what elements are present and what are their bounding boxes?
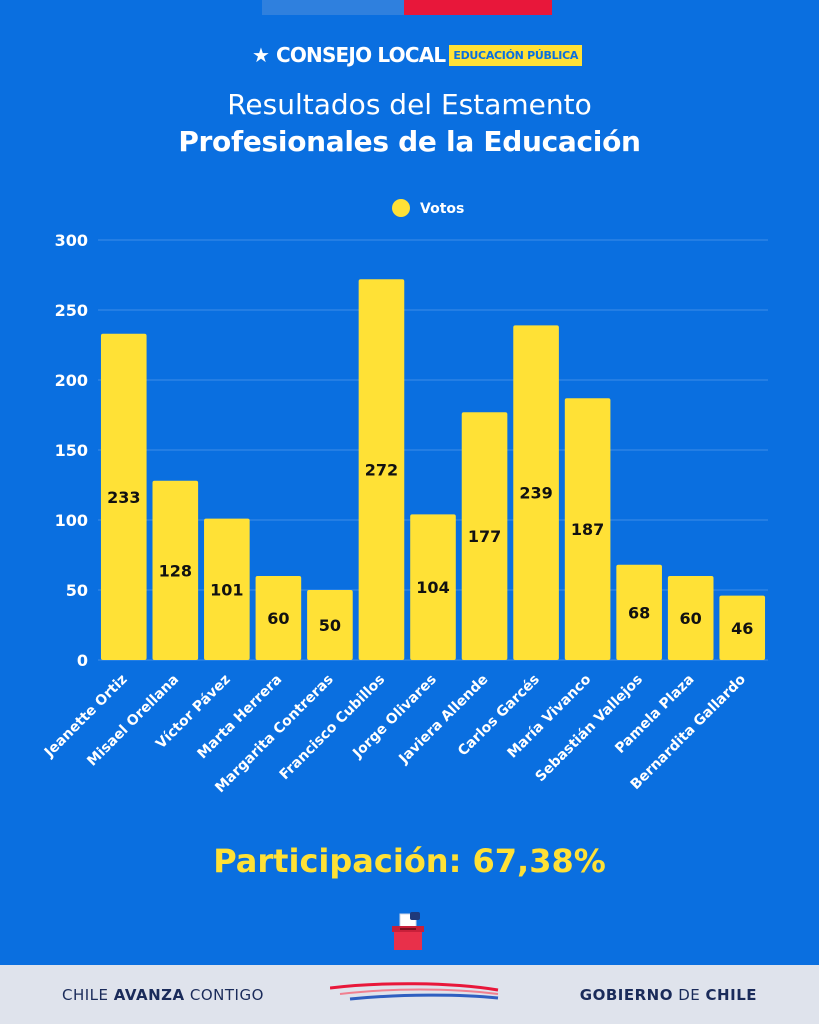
data-label: 60 (680, 609, 702, 628)
bar (307, 590, 353, 660)
logo-tag: EDUCACIÓN PÚBLICA (449, 44, 583, 66)
star-icon: ★ (252, 43, 270, 67)
data-label: 50 (319, 616, 341, 635)
bar (255, 576, 302, 660)
bar (564, 398, 611, 660)
bar (513, 325, 559, 660)
data-label: 233 (107, 488, 140, 507)
bar (100, 333, 147, 660)
logo-text: CONSEJO LOCAL (275, 43, 446, 67)
top-stripe-blue (262, 0, 404, 15)
y-tick-label: 50 (66, 581, 88, 600)
data-label: 177 (468, 527, 501, 546)
chart-title-line1: Resultados del Estamento (227, 88, 592, 121)
y-tick-label: 250 (55, 301, 88, 320)
bar (616, 564, 662, 660)
data-label: 46 (731, 619, 753, 638)
bar (152, 480, 199, 660)
y-tick-label: 100 (55, 511, 88, 530)
bar (358, 279, 405, 660)
bar (719, 595, 766, 660)
footer-slogan-bold: AVANZA (113, 986, 185, 1004)
y-tick-label: 0 (77, 651, 88, 670)
consejo-local-logo: ★ CONSEJO LOCAL EDUCACIÓN PÚBLICA (252, 40, 583, 70)
data-label: 187 (571, 520, 604, 539)
legend-marker (392, 199, 410, 217)
chart-title-line2: Profesionales de la Educación (178, 125, 641, 158)
bar (667, 576, 714, 660)
data-label: 272 (365, 461, 398, 480)
x-tick-label: Javiera Allende (395, 672, 491, 768)
footer-gov-part1: DE (672, 986, 706, 1004)
data-label: 101 (210, 580, 243, 599)
data-label: 128 (159, 561, 192, 580)
bar (461, 412, 508, 660)
flag-swoosh-icon (330, 982, 499, 1001)
footer-government: GOBIERNO DE CHILE (580, 986, 757, 1004)
footer-gov-bold2: CHILE (705, 986, 757, 1004)
x-tick-label: Misael Orellana (84, 672, 182, 770)
y-tick-label: 300 (55, 231, 88, 250)
y-tick-label: 150 (55, 441, 88, 460)
footer-slogan: CHILE AVANZA CONTIGO (62, 986, 264, 1004)
participation-text: Participación: 67,38% (213, 842, 606, 880)
footer-gov-bold: GOBIERNO (579, 986, 673, 1004)
footer: CHILE AVANZA CONTIGO GOBIERNO DE CHILE (0, 965, 819, 1024)
ballot-box-icon (392, 912, 424, 950)
legend-label: Votos (420, 201, 464, 217)
data-label: 68 (628, 603, 650, 622)
data-label: 60 (267, 609, 289, 628)
top-stripe-red (404, 0, 552, 15)
data-label: 239 (519, 484, 552, 503)
bar (410, 514, 456, 660)
data-label: 104 (416, 578, 449, 597)
bar (204, 518, 250, 660)
footer-slogan-part2: CONTIGO (184, 986, 264, 1004)
footer-slogan-part1: CHILE (62, 986, 114, 1004)
y-tick-label: 200 (55, 371, 88, 390)
